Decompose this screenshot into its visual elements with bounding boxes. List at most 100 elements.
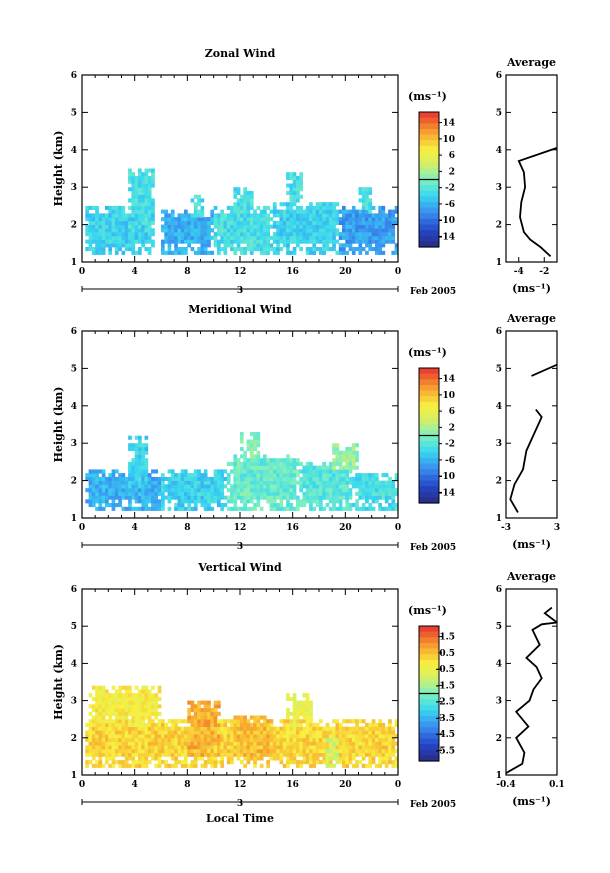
heatmap-cell bbox=[240, 749, 244, 754]
heatmap-cell bbox=[282, 213, 287, 218]
heatmap-cell bbox=[167, 719, 172, 724]
heatmap-cell bbox=[144, 228, 149, 233]
heatmap-cell bbox=[384, 734, 389, 739]
heatmap-cell bbox=[157, 734, 162, 739]
heatmap-cell bbox=[305, 220, 310, 225]
heatmap-cell bbox=[91, 722, 96, 727]
heatmap-cell bbox=[147, 239, 152, 244]
heatmap-cell bbox=[134, 506, 139, 511]
heatmap-cell bbox=[315, 722, 320, 727]
heatmap-cell bbox=[272, 213, 277, 218]
heatmap-cell bbox=[131, 250, 136, 255]
heatmap-cell bbox=[342, 495, 346, 500]
heatmap-cell bbox=[200, 503, 205, 508]
heatmap-cell bbox=[394, 488, 399, 493]
heatmap-cell bbox=[269, 224, 274, 229]
heatmap-cell bbox=[213, 737, 218, 742]
heatmap-cell bbox=[272, 250, 277, 255]
heatmap-cell bbox=[351, 465, 356, 470]
heatmap-cell bbox=[95, 473, 99, 478]
heatmap-cell bbox=[371, 749, 376, 754]
heatmap-cell bbox=[391, 726, 396, 731]
heatmap-cell bbox=[128, 469, 132, 474]
heatmap-cell bbox=[111, 239, 116, 244]
heatmap-cell bbox=[200, 491, 205, 496]
heatmap-cell bbox=[325, 488, 330, 493]
heatmap-cell bbox=[144, 730, 149, 735]
heatmap-cell bbox=[203, 749, 208, 754]
heatmap-cell bbox=[282, 217, 287, 222]
heatmap-cell bbox=[187, 491, 191, 496]
heatmap-cell bbox=[131, 247, 136, 252]
heatmap-cell bbox=[197, 719, 201, 724]
heatmap-cell bbox=[322, 217, 326, 222]
heatmap-cell bbox=[289, 202, 294, 207]
heatmap-cell bbox=[138, 205, 142, 210]
heatmap-cell bbox=[345, 756, 349, 761]
heatmap-cell bbox=[236, 239, 241, 244]
heatmap-cell bbox=[128, 763, 132, 768]
heatmap-cell bbox=[124, 220, 129, 225]
heatmap-cell bbox=[355, 506, 359, 511]
heatmap-cell bbox=[319, 473, 323, 478]
heatmap-cell bbox=[138, 443, 142, 448]
colorbar-swatch bbox=[419, 699, 439, 706]
heatmap-cell bbox=[164, 734, 168, 739]
heatmap-cell bbox=[170, 719, 175, 724]
heatmap-cell bbox=[177, 495, 182, 500]
profile-x-label: (ms⁻¹) bbox=[512, 282, 551, 295]
heatmap-cell bbox=[98, 476, 103, 481]
heatmap-cell bbox=[315, 756, 320, 761]
heatmap-cell bbox=[269, 476, 274, 481]
heatmap-cell bbox=[253, 741, 257, 746]
heatmap-cell bbox=[101, 734, 106, 739]
heatmap-cell bbox=[378, 480, 382, 485]
colorbar-swatch bbox=[419, 390, 439, 397]
heatmap-cell bbox=[253, 719, 257, 724]
profile-line bbox=[531, 363, 557, 377]
heatmap-cell bbox=[118, 685, 122, 690]
heatmap-cell bbox=[138, 484, 142, 489]
heatmap-cell bbox=[200, 745, 205, 750]
heatmap-cell bbox=[101, 685, 106, 690]
heatmap-cell bbox=[368, 232, 373, 237]
heatmap-cell bbox=[272, 749, 277, 754]
heatmap-cell bbox=[381, 726, 386, 731]
heatmap-cell bbox=[345, 454, 349, 459]
heatmap-cell bbox=[371, 756, 376, 761]
heatmap-cell bbox=[170, 726, 175, 731]
heatmap-cell bbox=[325, 763, 330, 768]
heatmap-cell bbox=[381, 734, 386, 739]
heatmap-cell bbox=[101, 763, 106, 768]
heatmap-cell bbox=[338, 458, 343, 463]
heatmap-cell bbox=[230, 752, 234, 757]
heatmap-cell bbox=[282, 473, 287, 478]
heatmap-cell bbox=[217, 213, 221, 218]
heatmap-cell bbox=[365, 190, 369, 195]
heatmap-cell bbox=[101, 235, 106, 240]
heatmap-cell bbox=[141, 458, 145, 463]
heatmap-cell bbox=[335, 752, 340, 757]
colorbar-swatch bbox=[419, 671, 439, 678]
heatmap-cell bbox=[91, 685, 96, 690]
heatmap-cell bbox=[282, 235, 287, 240]
heatmap-cell bbox=[124, 213, 129, 218]
heatmap-cell bbox=[151, 730, 155, 735]
heatmap-cell bbox=[292, 224, 297, 229]
heatmap-cell bbox=[193, 224, 198, 229]
heatmap-cell bbox=[259, 473, 264, 478]
heatmap-cell bbox=[200, 243, 205, 248]
heatmap-cell bbox=[213, 715, 218, 720]
heatmap-cell bbox=[388, 503, 392, 508]
heatmap-cell bbox=[302, 711, 307, 716]
heatmap-cell bbox=[299, 220, 303, 225]
heatmap-cell bbox=[193, 213, 198, 218]
heatmap-cell bbox=[249, 756, 254, 761]
heatmap-cell bbox=[335, 491, 340, 496]
heatmap-cell bbox=[118, 749, 122, 754]
heatmap-cell bbox=[328, 461, 333, 466]
heatmap-cell bbox=[197, 213, 201, 218]
heatmap-cell bbox=[236, 473, 241, 478]
heatmap-cell bbox=[315, 752, 320, 757]
heatmap-cell bbox=[111, 469, 116, 474]
